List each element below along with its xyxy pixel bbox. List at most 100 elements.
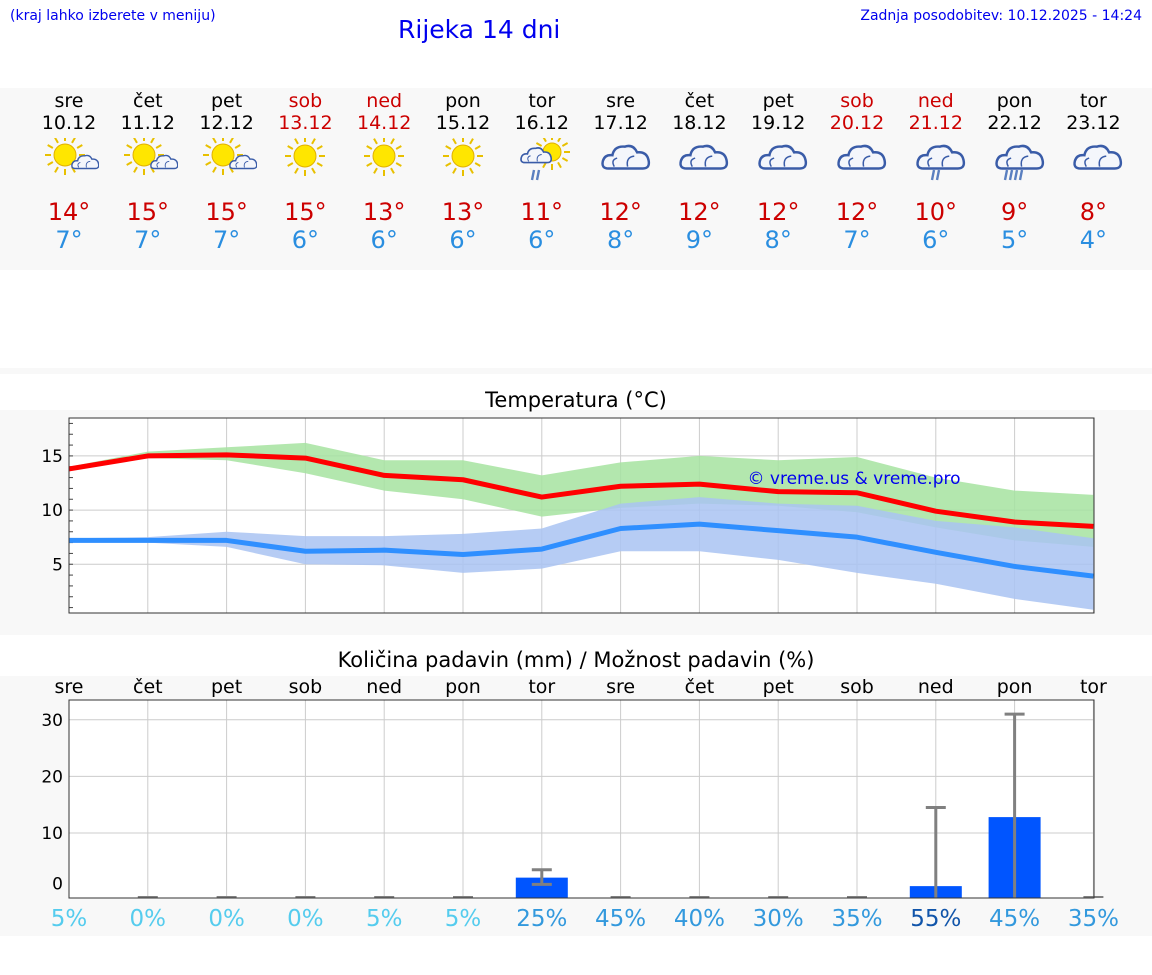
precipitation-chart-title: Količina padavin (mm) / Možnost padavin … <box>337 648 815 672</box>
precip-day-label: tor <box>1080 676 1107 698</box>
precip-probability: 0% <box>287 906 324 932</box>
precip-probability: 5% <box>365 906 403 932</box>
cloud-heavy-rain-icon <box>994 144 1044 181</box>
page-title: Rijeka 14 dni <box>398 15 561 44</box>
day-name: pon <box>996 90 1033 112</box>
precip-probability: 0% <box>208 906 245 932</box>
precip-tick-label: 30 <box>41 711 63 731</box>
sunny-icon <box>443 138 483 176</box>
temp-tick-label: 10 <box>41 501 63 521</box>
precip-day-label: sre <box>606 676 635 698</box>
precip-day-label: ned <box>918 676 954 698</box>
cloudy-icon <box>837 144 887 170</box>
day-date: 23.12 <box>1066 112 1121 134</box>
forecast-day: pon 15.12 13° 6° <box>423 88 503 268</box>
min-temperature: 5° <box>1000 226 1029 254</box>
max-temperature: 15° <box>284 198 327 226</box>
max-temperature: 10° <box>914 198 958 226</box>
sun-cloud-rain-icon <box>519 138 570 181</box>
day-date: 14.12 <box>356 112 412 134</box>
precip-bar <box>515 877 568 898</box>
day-date: 16.12 <box>514 112 569 134</box>
partly-sunny-icon <box>202 138 257 175</box>
precip-probability: 35% <box>1067 906 1119 932</box>
max-temperature: 12° <box>599 198 642 226</box>
day-name: ned <box>366 90 403 112</box>
precip-day-label: sob <box>840 676 874 698</box>
day-date: 20.12 <box>829 112 885 134</box>
min-temperature: 8° <box>764 226 792 254</box>
forecast-day: pet 19.12 12° 8° <box>738 88 818 268</box>
precip-day-label: sob <box>289 676 323 698</box>
precip-probability: 45% <box>989 906 1041 932</box>
forecast-strip: sre 10.12 14° 7° čet 11.12 15° 7° pet 12… <box>0 88 1152 268</box>
max-range-band <box>69 442 1094 547</box>
precip-probability: 5% <box>444 906 482 932</box>
temperature-chart: 5 10 15 © vreme.us & vreme.pro <box>41 417 1095 614</box>
day-name: pet <box>210 90 243 112</box>
forecast-day: pet 12.12 15° 7° <box>187 88 267 268</box>
forecast-day: čet 11.12 15° 7° <box>108 88 188 268</box>
cloudy-icon <box>758 144 808 170</box>
forecast-day: pon 22.12 9° 5° <box>975 88 1055 268</box>
separator-band <box>0 368 1152 374</box>
precip-probability: 35% <box>831 906 883 932</box>
forecast-day: sre 10.12 14° 7° <box>29 88 109 268</box>
day-date: 12.12 <box>199 112 254 134</box>
forecast-day: ned 14.12 13° 6° <box>344 88 424 268</box>
max-temperature: 11° <box>520 198 564 226</box>
location-hint[interactable]: (kraj lahko izberete v meniju) <box>10 8 216 24</box>
day-name: čet <box>684 90 715 112</box>
max-temperature: 13° <box>441 198 485 226</box>
day-date: 13.12 <box>278 112 333 134</box>
precip-day-label: pon <box>445 676 481 698</box>
partly-sunny-icon <box>45 138 99 175</box>
forecast-day: sob 13.12 15° 6° <box>265 88 345 268</box>
day-date: 19.12 <box>750 112 806 134</box>
precip-tick-label: 0 <box>52 875 63 895</box>
precip-probability: 25% <box>516 906 568 932</box>
forecast-day: sob 20.12 12° 7° <box>817 88 897 268</box>
day-date: 17.12 <box>593 112 648 134</box>
min-temperature: 7° <box>55 226 83 254</box>
max-temperature: 15° <box>126 198 170 226</box>
day-name: ned <box>917 90 954 112</box>
min-temperature: 6° <box>449 226 477 254</box>
sunny-icon <box>285 138 326 176</box>
sunny-icon <box>364 138 405 176</box>
day-name: sre <box>606 90 636 112</box>
min-temperature: 7° <box>212 226 241 254</box>
precip-tick-label: 10 <box>41 824 63 844</box>
precip-plot-area <box>69 700 1094 898</box>
forecast-day: čet 18.12 12° 9° <box>659 88 739 268</box>
precip-probability: 55% <box>910 906 962 932</box>
precip-day-label: tor <box>528 676 555 698</box>
precip-probability: 5% <box>50 906 88 932</box>
day-date: 21.12 <box>908 112 963 134</box>
cloudy-icon <box>679 144 729 170</box>
precip-day-label: pet <box>763 676 794 698</box>
precip-tick-label: 20 <box>41 767 63 787</box>
temp-tick-label: 5 <box>52 555 63 575</box>
min-temperature: 6° <box>922 226 950 254</box>
min-temperature: 9° <box>685 226 714 254</box>
temperature-chart-title: Temperatura (°C) <box>485 388 667 412</box>
precip-day-label: čet <box>133 676 163 698</box>
day-name: sob <box>288 90 323 112</box>
temp-plot-frame <box>68 417 1095 614</box>
cloudy-icon <box>1073 144 1123 170</box>
precip-probability: 0% <box>129 906 167 932</box>
partly-sunny-icon <box>123 138 178 175</box>
min-temperature: 6° <box>528 226 556 254</box>
day-date: 22.12 <box>987 112 1042 134</box>
precip-plot-frame <box>68 699 1095 899</box>
cloud-rain-icon <box>916 144 965 181</box>
forecast-day: ned 21.12 10° 6° <box>896 88 976 268</box>
precip-probability: 40% <box>673 906 725 932</box>
day-name: sre <box>54 90 84 112</box>
max-temperature: 12° <box>678 198 721 226</box>
watermark: © vreme.us & vreme.pro <box>747 469 960 489</box>
min-temperature: 7° <box>134 226 162 254</box>
day-date: 10.12 <box>41 112 97 134</box>
forecast-band <box>0 88 1152 270</box>
